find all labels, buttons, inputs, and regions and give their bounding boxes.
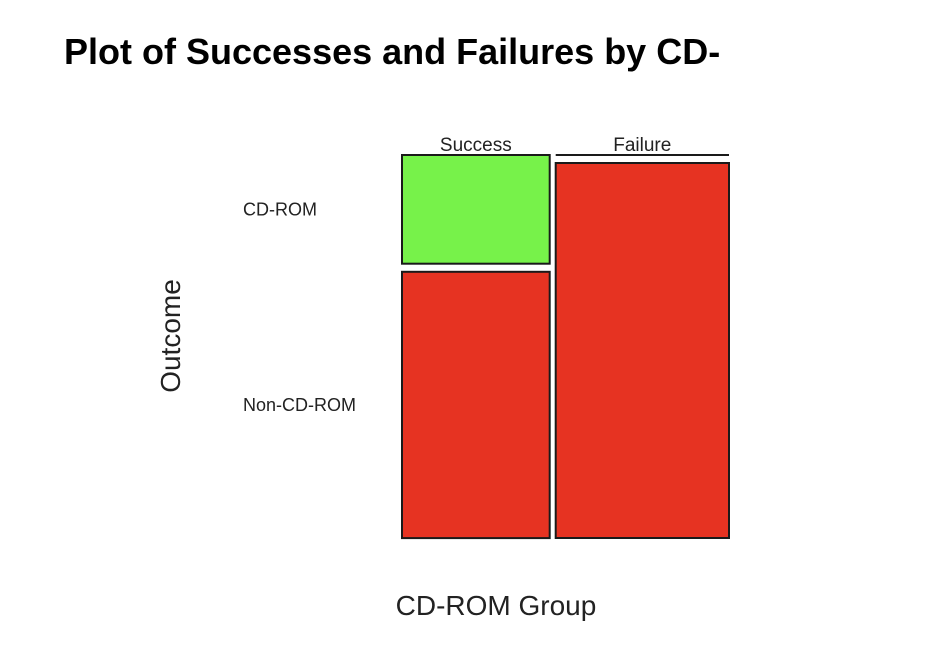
x-axis-label: CD-ROM Group	[396, 590, 597, 621]
column-labels: Success Failure	[440, 135, 671, 156]
row-label-cd-rom: CD-ROM	[243, 199, 317, 219]
row-labels: CD-ROM Non-CD-ROM	[243, 199, 356, 415]
column-label-failure: Failure	[613, 135, 671, 156]
mosaic-cells	[401, 154, 731, 540]
chart-title: Plot of Successes and Failures by CD-	[64, 31, 720, 72]
row-label-non-cd-rom: Non-CD-ROM	[243, 395, 356, 415]
cell-success-non-cd-rom	[401, 270, 551, 540]
cell-failure-non-cd-rom	[554, 162, 731, 539]
y-axis-label: Outcome	[155, 279, 186, 393]
column-label-success: Success	[440, 135, 512, 156]
cell-success-cd-rom	[401, 154, 551, 265]
